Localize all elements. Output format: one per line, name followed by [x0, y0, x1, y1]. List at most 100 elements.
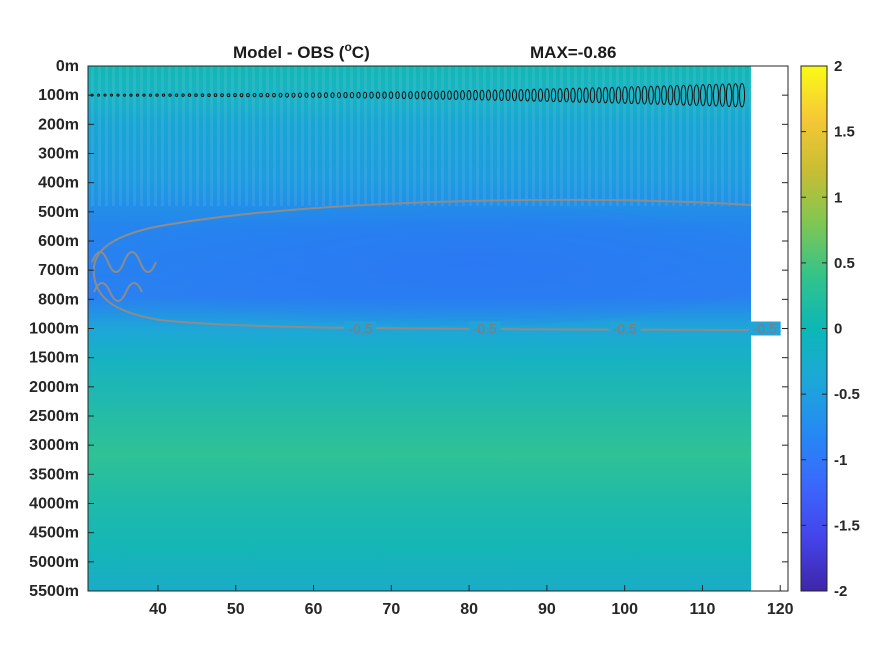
surface-contour-ring [362, 91, 368, 99]
surface-contour-ring [239, 93, 244, 98]
surface-contour-ring [706, 83, 713, 107]
surface-contour-ring [531, 88, 537, 102]
surface-contour-ring [712, 83, 720, 107]
y-tick-label: 400m [38, 175, 79, 192]
surface-contour-ring [181, 93, 185, 97]
x-tick-label: 90 [538, 601, 556, 618]
y-tick-label: 4500m [29, 525, 79, 542]
surface-contour-ring [297, 92, 303, 98]
surface-contour-ring [401, 91, 407, 100]
contour-label-bg [608, 321, 641, 336]
surface-contour-ring [719, 83, 726, 107]
surface-contour-ring [330, 92, 335, 99]
surface-contour-ring [466, 90, 472, 101]
x-tick-label: 40 [149, 601, 167, 618]
surface-contour-ring [693, 84, 700, 107]
surface-contour-ring [602, 86, 609, 104]
colorbar-tick-label: 0 [834, 321, 842, 338]
contour-scribble [91, 251, 157, 302]
surface-contour-ring [323, 92, 329, 99]
surface-contour-ring [109, 93, 114, 97]
y-tick-label: 5000m [29, 554, 79, 571]
surface-contour-ring [492, 89, 498, 101]
surface-contour-ring [505, 89, 511, 102]
surface-contour-ring [628, 86, 635, 105]
colorbar-tick-label: 1 [834, 189, 842, 206]
y-axis: 0m 100m 200m 300m 400m 500m 600m 700m 800m 1000m 1… [29, 58, 788, 600]
contour-label: -0.5 [473, 321, 497, 337]
surface-contour-ring [440, 90, 446, 100]
y-tick-label: 1000m [29, 321, 79, 338]
surface-contour-ring [453, 90, 459, 101]
surface-contour-ring [213, 93, 218, 98]
surface-contour-ring [661, 85, 667, 106]
y-tick-label: 300m [38, 146, 79, 163]
surface-contour-ring [596, 87, 602, 104]
contour-label: -0.5 [348, 321, 372, 337]
surface-contour-ring [259, 92, 263, 98]
title-unit-superscript: o [344, 40, 351, 54]
surface-contour-ring [583, 87, 589, 103]
surface-contour-ring [700, 84, 706, 107]
colorbar-tick-label: -1 [834, 452, 847, 469]
x-tick-label: 120 [767, 601, 794, 618]
surface-contour-ring [544, 88, 550, 102]
surface-contour-ring [648, 85, 654, 105]
surface-contour-ring [187, 93, 192, 97]
surface-contour-ring [518, 88, 524, 102]
x-tick-label: 110 [690, 601, 716, 618]
chart-max-label: MAX=-0.86 [530, 43, 616, 62]
surface-contour-ring [499, 89, 504, 101]
surface-contour-ring [369, 91, 374, 99]
y-tick-label: 4000m [29, 496, 79, 513]
surface-contour-ring [486, 89, 491, 101]
surface-contour-ring [674, 84, 680, 106]
surface-contour-ring [278, 92, 283, 98]
y-tick-label: 3500m [29, 466, 79, 483]
surface-contour-ring [142, 93, 146, 97]
surface-contour-ring [220, 93, 224, 98]
x-tick-label: 70 [382, 601, 400, 618]
x-tick-label: 60 [305, 601, 323, 618]
contour-lines: -0.5 -0.5 -0.5 -0.5 [90, 82, 781, 337]
surface-contour-ring [336, 92, 342, 99]
surface-contour-ring [285, 92, 289, 98]
surface-contour-ring [609, 86, 615, 104]
surface-contour-ring [349, 91, 355, 99]
y-tick-label: 1500m [29, 350, 79, 367]
surface-contour-ring [148, 93, 153, 97]
surface-contour-ring [310, 92, 316, 98]
surface-contour-ring [375, 91, 381, 99]
surface-contour-ring [408, 91, 413, 100]
y-tick-label: 500m [38, 204, 79, 221]
surface-contour-ring [233, 93, 237, 98]
surface-contour-ring [524, 88, 531, 102]
surface-contour-ring [265, 92, 270, 98]
x-tick-label: 80 [460, 601, 478, 618]
surface-contour-ring [563, 87, 570, 103]
surface-contour-ring [129, 93, 133, 97]
x-tick-label: 50 [227, 601, 245, 618]
surface-contour-ring [161, 93, 166, 97]
surface-contour-ring [635, 86, 641, 105]
surface-contour-ring [427, 90, 433, 100]
surface-contour-ring [641, 85, 648, 105]
contour-label-bg [748, 321, 781, 336]
surface-contour-ring [317, 92, 322, 98]
y-tick-label: 2000m [29, 379, 79, 396]
x-tick-label: 100 [611, 601, 638, 618]
y-tick-label: 3000m [29, 437, 79, 454]
surface-contour-ring [103, 93, 107, 97]
surface-contour-ring [356, 91, 361, 99]
surface-contour-ring [194, 93, 198, 97]
colorbar-tick-label: 2 [834, 58, 842, 75]
surface-contour-ring [174, 93, 179, 97]
surface-contour-ring [252, 92, 257, 98]
chart-title: Model - OBS (oC) [233, 40, 370, 62]
surface-contour-ring [96, 93, 101, 97]
y-tick-label: 0m [56, 58, 79, 75]
surface-contour-ring [382, 91, 387, 99]
surface-contour-ring [304, 92, 309, 98]
surface-contour-ring [680, 84, 687, 106]
